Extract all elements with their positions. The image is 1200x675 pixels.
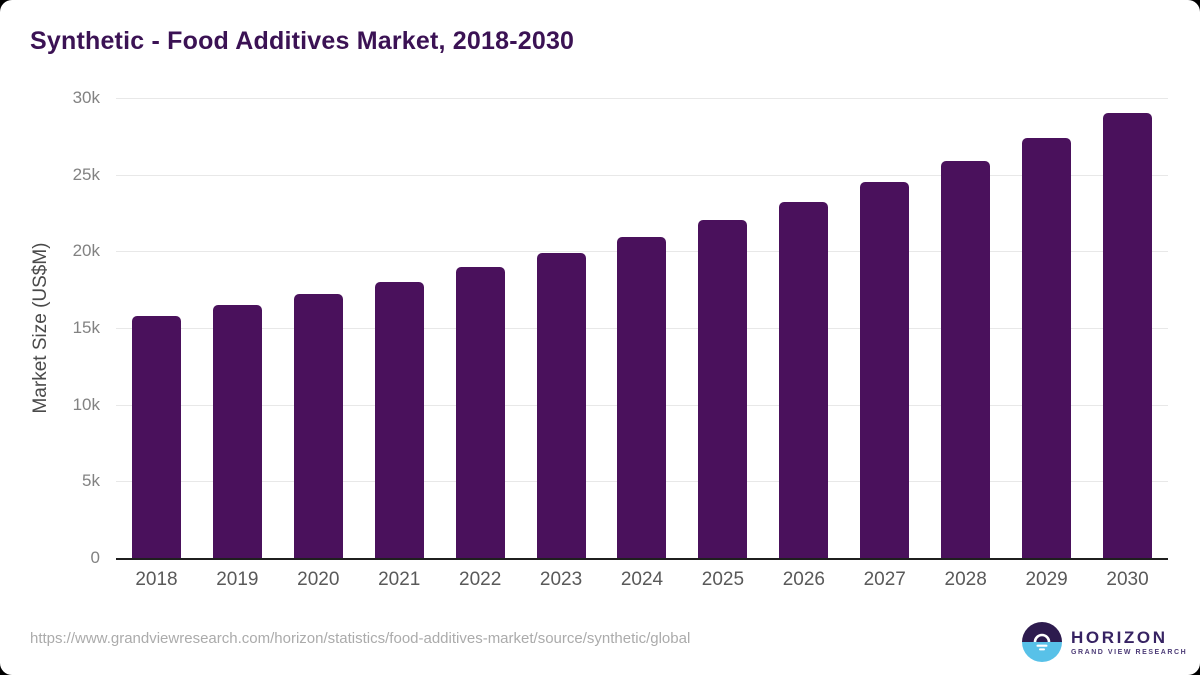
y-axis-tick-labels: 30k 25k 20k 15k 10k 5k 0 [22,88,100,567]
y-tick-20k: 20k [72,241,100,261]
gridline-30k [116,98,1168,99]
bar-2024[interactable] [617,236,667,558]
x-tick-2024: 2024 [620,569,664,590]
bar-2026[interactable] [779,202,829,558]
bar-2025[interactable] [698,219,748,558]
bar-slot-2024 [602,98,683,558]
gridline-25k [116,174,1168,176]
source-url: https://www.grandviewresearch.com/horizo… [30,630,691,647]
x-tick-2023: 2023 [539,569,583,590]
bar-2022[interactable] [455,267,505,558]
x-tick-2029: 2029 [1025,569,1068,590]
horizon-logo: HORIZON GRAND VIEW RESEARCH [1022,622,1187,662]
bar-slot-2022 [440,98,521,558]
bar-2018[interactable] [131,315,181,558]
x-axis-labels: 2018 2019 2020 2021 2022 2023 2024 2025 2026 2027… [116,569,1168,591]
bar-2019[interactable] [212,305,262,558]
bar-2023[interactable] [536,252,586,558]
horizon-logo-name: HORIZON [1071,627,1168,647]
bar-slot-2018 [116,98,197,558]
chart-title: Synthetic - Food Additives Market, 2018-… [30,27,575,55]
horizon-logo-tagline: GRAND VIEW RESEARCH [1071,648,1188,656]
bar-slot-2023 [521,98,602,558]
bar-slot-2020 [278,98,359,558]
plot-area [116,98,1168,560]
y-tick-25k: 25k [72,164,100,184]
x-tick-2019: 2019 [216,569,259,590]
bar-slot-2019 [197,98,278,558]
bars-row [116,98,1168,558]
bar-slot-2025 [682,98,763,558]
bar-slot-2028 [925,98,1006,558]
x-tick-2025: 2025 [701,569,745,590]
bar-slot-2030 [1087,98,1168,558]
bar-2028[interactable] [941,160,991,558]
y-tick-30k: 30k [72,88,100,107]
y-tick-15k: 15k [72,318,100,337]
bar-slot-2027 [844,98,925,558]
bar-2020[interactable] [293,294,343,558]
y-tick-0: 0 [90,548,100,567]
x-tick-2020: 2020 [297,569,340,590]
x-tick-2028: 2028 [944,569,987,590]
bar-slot-2026 [763,98,844,558]
x-tick-2030: 2030 [1106,569,1149,590]
y-tick-10k: 10k [72,394,100,414]
y-tick-5k: 5k [82,471,100,491]
x-tick-2018: 2018 [135,569,178,590]
bar-2030[interactable] [1103,113,1153,558]
bar-2021[interactable] [374,282,424,558]
horizon-logo-icon [1022,622,1062,662]
bar-slot-2029 [1006,98,1087,558]
x-tick-2027: 2027 [863,569,906,590]
horizon-logo-text: HORIZON GRAND VIEW RESEARCH [1071,629,1187,656]
bar-2027[interactable] [860,182,910,558]
bar-2029[interactable] [1022,137,1072,558]
bar-slot-2021 [359,98,440,558]
x-tick-2026: 2026 [782,569,825,590]
x-tick-2022: 2022 [459,569,502,590]
x-tick-2021: 2021 [378,569,421,590]
